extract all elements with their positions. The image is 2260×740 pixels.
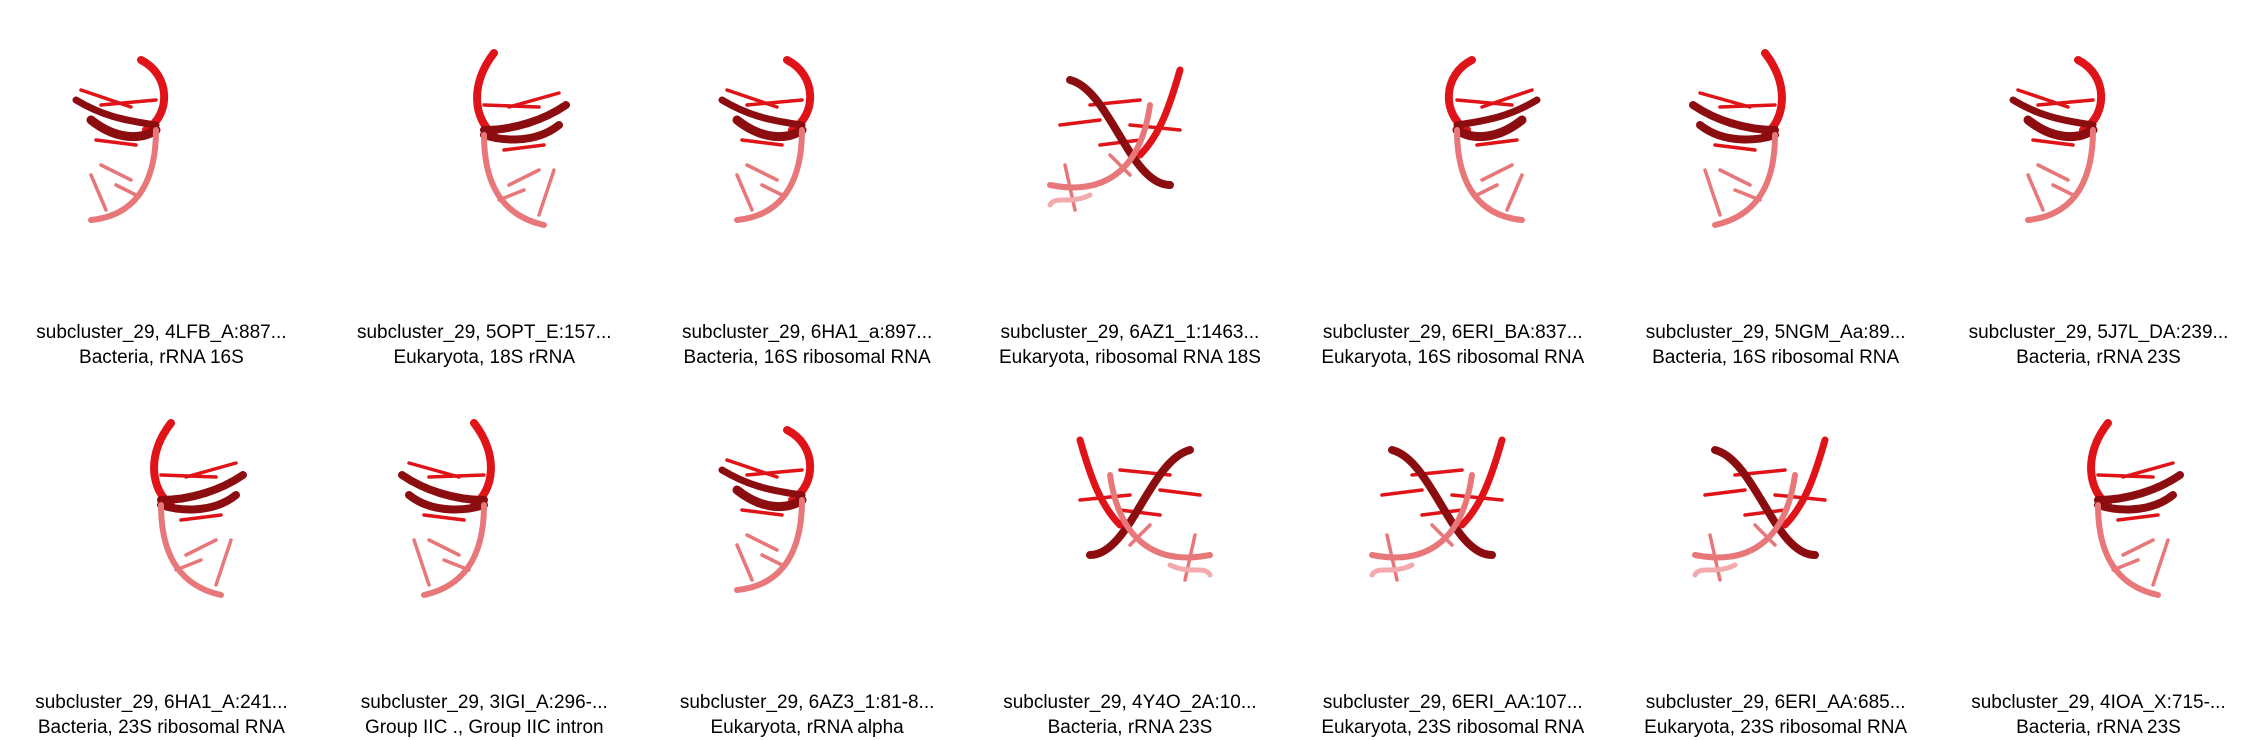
panel-caption: subcluster_29, 6AZ1_1:1463... Eukaryota, … bbox=[969, 320, 1292, 370]
structure-panel: subcluster_29, 4IOA_X:715-... Bacteria, r… bbox=[1937, 370, 2260, 740]
panel-caption: subcluster_29, 4LFB_A:887... Bacteria, rR… bbox=[0, 320, 323, 370]
rna-structure-render bbox=[1076, 436, 1213, 582]
caption-organism-line: Eukaryota, 16S ribosomal RNA bbox=[1321, 347, 1585, 368]
panel-caption: subcluster_29, 6ERI_BA:837... Eukaryota, … bbox=[1291, 320, 1614, 370]
caption-id-line: subcluster_29, 4LFB_A:887... bbox=[36, 322, 287, 343]
caption-organism-line: Eukaryota, ribosomal RNA 18S bbox=[999, 347, 1261, 368]
caption-organism-line: Bacteria, 16S ribosomal RNA bbox=[683, 347, 931, 368]
rna-structure-render bbox=[718, 56, 814, 223]
panel-caption: subcluster_29, 6ERI_AA:107... Eukaryota, … bbox=[1291, 690, 1614, 740]
structure-panel: subcluster_29, 6HA1_a:897... Bacteria, 16… bbox=[646, 0, 969, 370]
caption-id-line: subcluster_29, 6ERI_AA:107... bbox=[1322, 692, 1583, 713]
panel-caption: subcluster_29, 6AZ3_1:81-8... Eukaryota, … bbox=[646, 690, 969, 740]
panel-caption: subcluster_29, 6HA1_a:897... Bacteria, 16… bbox=[646, 320, 969, 370]
rna-structure-render bbox=[472, 49, 570, 228]
caption-id-line: subcluster_29, 5J7L_DA:239... bbox=[1968, 322, 2229, 343]
caption-organism-line: Bacteria, rRNA 23S bbox=[2016, 347, 2181, 368]
rna-structure-render bbox=[1445, 56, 1541, 223]
caption-id-line: subcluster_29, 3IGI_A:296-... bbox=[360, 692, 608, 713]
panel-caption: subcluster_29, 5J7L_DA:239... Bacteria, r… bbox=[1937, 320, 2260, 370]
structure-panel: subcluster_29, 5OPT_E:157... Eukaryota, 1… bbox=[323, 0, 646, 370]
caption-id-line: subcluster_29, 6ERI_BA:837... bbox=[1322, 322, 1583, 343]
caption-organism-line: Eukaryota, 18S rRNA bbox=[393, 347, 576, 368]
caption-organism-line: Group IIC ., Group IIC intron bbox=[364, 717, 604, 738]
rna-structure-render bbox=[2009, 56, 2106, 223]
panel-caption: subcluster_29, 4IOA_X:715-... Bacteria, r… bbox=[1937, 690, 2260, 740]
panel-caption: subcluster_29, 6ERI_AA:685... Eukaryota, … bbox=[1614, 690, 1937, 740]
caption-organism-line: Bacteria, rRNA 16S bbox=[79, 347, 244, 368]
caption-id-line: subcluster_29, 6HA1_a:897... bbox=[681, 322, 933, 343]
structure-panel: subcluster_29, 5J7L_DA:239... Bacteria, r… bbox=[1937, 0, 2260, 370]
caption-organism-line: Bacteria, 23S ribosomal RNA bbox=[37, 717, 285, 738]
structure-panel: subcluster_29, 6HA1_A:241... Bacteria, 23… bbox=[0, 370, 323, 740]
caption-id-line: subcluster_29, 6ERI_AA:685... bbox=[1645, 692, 1906, 713]
caption-organism-line: Bacteria, rRNA 23S bbox=[2016, 717, 2181, 738]
panel-caption: subcluster_29, 5NGM_Aa:89... Bacteria, 16… bbox=[1614, 320, 1937, 370]
caption-id-line: subcluster_29, 6HA1_A:241... bbox=[35, 692, 288, 713]
rna-structure-render bbox=[718, 426, 814, 593]
structure-panel: subcluster_29, 4Y4O_2A:10... Bacteria, rR… bbox=[969, 370, 1292, 740]
rna-structure-render bbox=[2087, 419, 2185, 598]
caption-organism-line: Bacteria, 16S ribosomal RNA bbox=[1652, 347, 1900, 368]
caption-organism-line: Bacteria, rRNA 23S bbox=[1047, 717, 1213, 738]
caption-id-line: subcluster_29, 4IOA_X:715-... bbox=[1971, 692, 2226, 713]
panel-caption: subcluster_29, 5OPT_E:157... Eukaryota, 1… bbox=[323, 320, 646, 370]
caption-organism-line: Eukaryota, 23S ribosomal RNA bbox=[1644, 717, 1908, 738]
rna-structure-render bbox=[1689, 49, 1787, 228]
rna-structure-render bbox=[397, 419, 495, 598]
structure-panel: subcluster_29, 6ERI_AA:107... Eukaryota, … bbox=[1291, 370, 1614, 740]
caption-id-line: subcluster_29, 6AZ1_1:1463... bbox=[1000, 322, 1260, 343]
caption-id-line: subcluster_29, 4Y4O_2A:10... bbox=[1003, 692, 1257, 713]
rna-structure-render bbox=[72, 56, 169, 223]
rna-structure-render bbox=[150, 419, 247, 598]
panel-caption: subcluster_29, 4Y4O_2A:10... Bacteria, rR… bbox=[969, 690, 1292, 740]
structure-panel: subcluster_29, 5NGM_Aa:89... Bacteria, 16… bbox=[1614, 0, 1937, 370]
rna-structure-render bbox=[1692, 436, 1829, 582]
caption-id-line: subcluster_29, 5NGM_Aa:89... bbox=[1645, 322, 1906, 343]
caption-organism-line: Eukaryota, 23S ribosomal RNA bbox=[1321, 717, 1585, 738]
structure-panel: subcluster_29, 6ERI_BA:837... Eukaryota, … bbox=[1291, 0, 1614, 370]
panel-caption: subcluster_29, 6HA1_A:241... Bacteria, 23… bbox=[0, 690, 323, 740]
structure-panel: subcluster_29, 6AZ1_1:1463... Eukaryota, … bbox=[969, 0, 1292, 370]
caption-organism-line: Eukaryota, rRNA alpha bbox=[710, 717, 904, 738]
structure-panel: subcluster_29, 6ERI_AA:685... Eukaryota, … bbox=[1614, 370, 1937, 740]
rna-structure-render bbox=[1046, 66, 1184, 212]
structure-panel: subcluster_29, 3IGI_A:296-... Group IIC .… bbox=[323, 370, 646, 740]
structure-panel: subcluster_29, 6AZ3_1:81-8... Eukaryota, … bbox=[646, 370, 969, 740]
panel-caption: subcluster_29, 3IGI_A:296-... Group IIC .… bbox=[323, 690, 646, 740]
rna-structure-render bbox=[1369, 436, 1506, 582]
caption-id-line: subcluster_29, 6AZ3_1:81-8... bbox=[679, 692, 935, 713]
structure-panel: subcluster_29, 4LFB_A:887... Bacteria, rR… bbox=[0, 0, 323, 370]
caption-id-line: subcluster_29, 5OPT_E:157... bbox=[356, 322, 612, 343]
